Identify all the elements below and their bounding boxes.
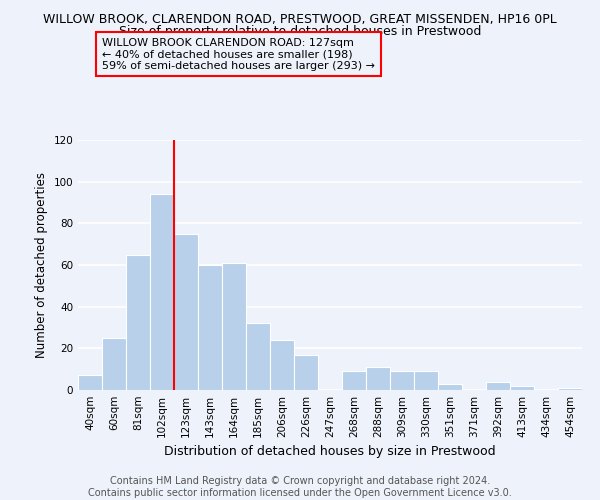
Bar: [486, 382, 510, 390]
Bar: [150, 194, 174, 390]
Bar: [174, 234, 198, 390]
Bar: [246, 324, 270, 390]
Bar: [366, 367, 390, 390]
Text: WILLOW BROOK, CLARENDON ROAD, PRESTWOOD, GREAT MISSENDEN, HP16 0PL: WILLOW BROOK, CLARENDON ROAD, PRESTWOOD,…: [43, 12, 557, 26]
Text: Size of property relative to detached houses in Prestwood: Size of property relative to detached ho…: [119, 25, 481, 38]
Bar: [78, 376, 102, 390]
Y-axis label: Number of detached properties: Number of detached properties: [35, 172, 48, 358]
Bar: [198, 265, 222, 390]
Bar: [102, 338, 126, 390]
Bar: [510, 386, 534, 390]
Text: WILLOW BROOK CLARENDON ROAD: 127sqm
← 40% of detached houses are smaller (198)
5: WILLOW BROOK CLARENDON ROAD: 127sqm ← 40…: [102, 38, 375, 70]
Bar: [222, 263, 246, 390]
Bar: [414, 371, 438, 390]
Bar: [390, 371, 414, 390]
Bar: [270, 340, 294, 390]
Bar: [558, 388, 582, 390]
Bar: [438, 384, 462, 390]
Text: Contains HM Land Registry data © Crown copyright and database right 2024.
Contai: Contains HM Land Registry data © Crown c…: [88, 476, 512, 498]
X-axis label: Distribution of detached houses by size in Prestwood: Distribution of detached houses by size …: [164, 446, 496, 458]
Bar: [342, 371, 366, 390]
Bar: [294, 354, 318, 390]
Bar: [126, 254, 150, 390]
